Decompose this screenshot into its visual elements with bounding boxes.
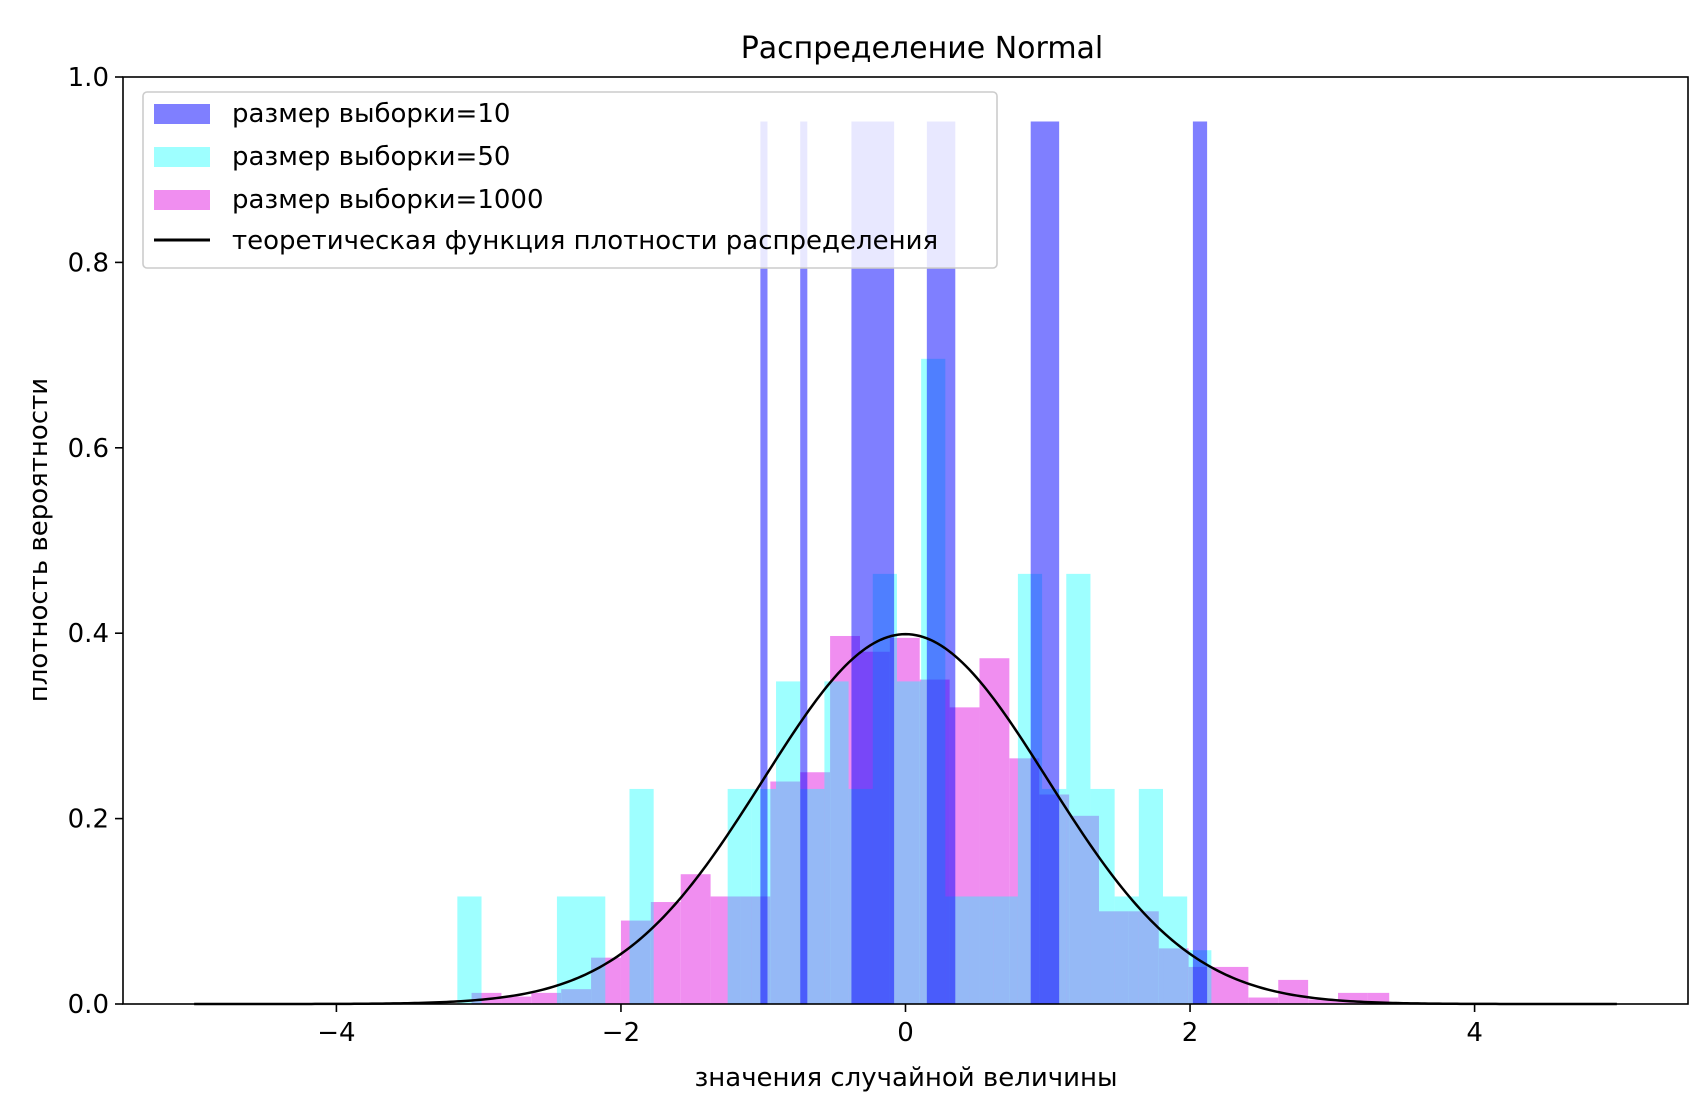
y-tick-label: 0.2 [68,805,109,835]
x-tick-label: 0 [897,1018,914,1048]
bar-series0-bin26 [1248,997,1279,1004]
bar-series0-bin22 [1128,911,1159,1004]
x-axis-ticks: −4 −2 0 2 4 [317,1004,1483,1048]
bar-series0-bin2 [531,992,562,1004]
legend-label-pdf: теоретическая функция плотности распреде… [232,226,938,256]
y-tick-label: 0.6 [68,434,109,464]
legend-swatch-sample50 [154,147,210,167]
x-tick-label: 4 [1466,1018,1483,1048]
y-tick-label: 1.0 [68,63,109,93]
bar-series0-bin23 [1158,948,1189,1004]
bar-series1-bin2 [629,788,654,1004]
bar-series2-bin0 [760,121,768,1005]
bar-series0-bin4 [591,957,621,1004]
bar-series1-bin14 [993,896,1018,1004]
legend-label-sample10: размер выборки=10 [232,99,510,129]
legend-swatch-sample1000 [154,190,210,210]
y-axis-label: плотность вероятности [24,378,54,702]
bar-series1-bin20 [1138,788,1164,1004]
bar-series0-bin29 [1338,992,1368,1004]
legend: размер выборки=10 размер выборки=50 разм… [142,91,998,269]
y-tick-label: 0.0 [68,990,109,1020]
bar-series1-bin1 [556,896,606,1004]
bar-series1-bin10 [896,681,922,1004]
bar-series0-bin3 [561,989,592,1004]
y-axis-ticks: 0.0 0.2 0.4 0.6 0.8 1.0 [68,63,123,1020]
chart-title: Распределение Normal [741,31,1104,66]
legend-label-sample1000: размер выборки=1000 [232,185,544,215]
bar-series0-bin6 [650,902,681,1004]
bar-series2-bin4 [1030,121,1060,1005]
x-axis-label: значения случайной величины [694,1063,1117,1093]
y-tick-label: 0.8 [68,248,109,278]
legend-label-sample50: размер выборки=50 [232,142,510,172]
bar-series2-bin5 [1192,121,1208,1005]
bar-series0-bin14 [889,637,920,1004]
bar-series0-bin21 [1098,911,1129,1004]
bar-series1-bin3 [727,788,752,1004]
bar-series1-bin18 [1090,788,1115,1004]
bar-series0-bin8 [710,896,741,1004]
legend-box [142,91,998,269]
x-tick-label: −4 [317,1018,355,1048]
bar-series1-bin5 [776,681,801,1004]
bar-series0-bin1 [501,996,532,1004]
x-tick-label: 2 [1182,1018,1199,1048]
bar-series1-bin0 [457,896,482,1004]
bar-series2-bin1 [800,121,808,1005]
x-tick-label: −2 [602,1018,640,1048]
bar-series1-bin17 [1066,573,1091,1004]
bar-series0-bin30 [1367,992,1390,1004]
bar-series1-bin7 [824,681,849,1004]
legend-swatch-sample10 [154,104,210,124]
y-tick-label: 0.4 [68,619,109,649]
bar-series0-bin10 [770,781,801,1004]
bar-series0-bin28 [1308,999,1339,1004]
bar-series0-bin17 [979,658,1010,1004]
bar-series1-bin13 [969,896,994,1004]
bar-series0-bin7 [680,874,711,1004]
bar-series1-bin19 [1114,896,1139,1004]
bar-series0-bin20 [1069,815,1099,1004]
pdf-curve [194,632,1617,1006]
